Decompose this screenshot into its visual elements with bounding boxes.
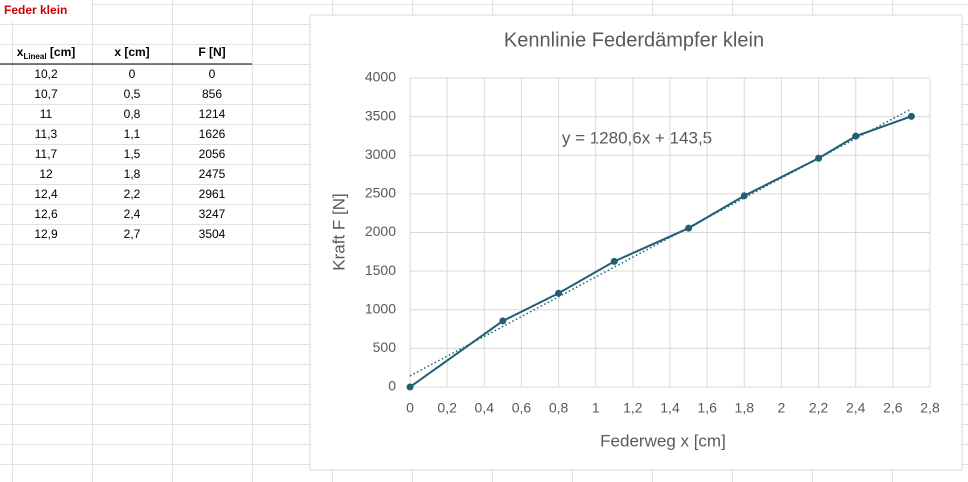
table-cell: 1,5 — [124, 147, 141, 161]
header-text: x — [17, 45, 24, 59]
data-point — [907, 112, 915, 120]
table-cell: 3504 — [199, 227, 226, 241]
table-cell: 10,2 — [34, 67, 58, 81]
x-tick-label: 2,8 — [920, 400, 940, 416]
table-cell: 12,9 — [34, 227, 58, 241]
data-point — [610, 257, 618, 265]
x-tick-label: 0,6 — [512, 400, 532, 416]
table-cell: 2475 — [199, 167, 226, 181]
x-tick-label: 1 — [592, 400, 600, 416]
x-tick-label: 1,2 — [623, 400, 643, 416]
table-cell: 10,7 — [34, 87, 58, 101]
x-tick-label: 2,6 — [883, 400, 903, 416]
table-cell: 12,6 — [34, 207, 58, 221]
table-cell: 0 — [209, 67, 216, 81]
table-cell: 1,1 — [124, 127, 141, 141]
header-text: [cm] — [47, 45, 76, 59]
x-tick-label: 2,2 — [809, 400, 829, 416]
x-tick-label: 0,8 — [549, 400, 569, 416]
data-point — [815, 154, 823, 162]
table-cell: 2,2 — [124, 187, 141, 201]
x-tick-label: 0 — [406, 400, 414, 416]
data-point — [499, 317, 507, 325]
x-tick-label: 0,2 — [437, 400, 457, 416]
table-cell: 3247 — [199, 207, 226, 221]
y-tick-label: 1000 — [365, 300, 396, 316]
table-cell: 11,7 — [35, 147, 58, 161]
header-cell: xLineal [cm] — [17, 45, 75, 61]
x-axis-label: Federweg x [cm] — [600, 431, 726, 450]
y-tick-label: 2500 — [365, 185, 396, 201]
trendline-equation: y = 1280,6x + 143,5 — [562, 128, 712, 147]
x-tick-label: 0,4 — [475, 400, 495, 416]
data-point — [740, 192, 748, 200]
table-cell: 2056 — [199, 147, 226, 161]
y-tick-label: 2000 — [365, 223, 396, 239]
x-tick-label: 2,4 — [846, 400, 866, 416]
table-cell: 1214 — [199, 107, 226, 121]
chart-area — [309, 14, 963, 471]
x-tick-label: 1,6 — [697, 400, 717, 416]
chart-title: Kennlinie Federdämpfer klein — [504, 29, 764, 51]
table-cell: 11 — [40, 107, 53, 121]
table-cell: 2961 — [199, 187, 226, 201]
y-axis-label: Kraft F [N] — [329, 193, 348, 270]
x-tick-label: 2 — [778, 400, 786, 416]
header-cell: F [N] — [198, 45, 225, 59]
sheet-title: Feder klein — [4, 3, 67, 17]
table-cell: 12 — [39, 167, 53, 181]
table-cell: 856 — [202, 87, 222, 101]
y-tick-label: 0 — [388, 378, 396, 394]
title-cell — [0, 0, 92, 22]
x-tick-label: 1,8 — [735, 400, 755, 416]
table-cell: 12,4 — [34, 187, 58, 201]
x-tick-label: 1,4 — [660, 400, 680, 416]
y-tick-label: 1500 — [365, 262, 396, 278]
table-cell: 1626 — [199, 127, 226, 141]
header-subscript: Lineal — [23, 52, 46, 61]
data-point — [406, 383, 414, 391]
table-cell: 11,3 — [35, 127, 58, 141]
trendline — [409, 108, 912, 377]
header-cell: x [cm] — [114, 45, 149, 59]
y-tick-label: 4000 — [365, 69, 396, 85]
y-tick-label: 500 — [373, 339, 397, 355]
table-cell: 2,7 — [124, 227, 141, 241]
data-point — [685, 224, 693, 232]
table-cell: 1,8 — [124, 167, 141, 181]
table-cell: 0 — [129, 67, 136, 81]
table-cell: 0,5 — [124, 87, 141, 101]
data-point — [555, 289, 563, 297]
y-tick-label: 3500 — [365, 107, 396, 123]
data-point — [852, 132, 860, 140]
y-tick-label: 3000 — [365, 146, 396, 162]
table-cell: 0,8 — [124, 107, 141, 121]
table-cell: 2,4 — [124, 207, 141, 221]
